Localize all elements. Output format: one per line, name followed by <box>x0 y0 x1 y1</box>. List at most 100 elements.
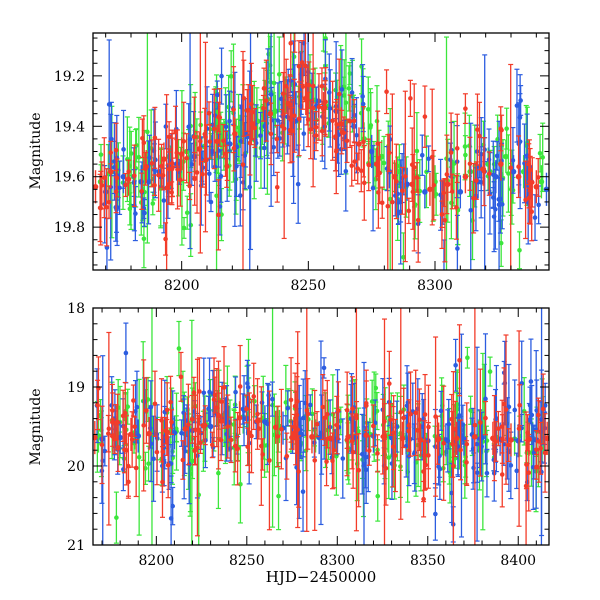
bottom-data-point <box>182 412 189 446</box>
bottom-scatter-point <box>141 359 147 492</box>
bottom-scatter-point <box>483 333 489 465</box>
top-scatter-point <box>344 118 350 164</box>
bottom-scatter-point <box>197 431 203 454</box>
bottom-scatter-point <box>151 415 157 502</box>
top-y-tick-label: 19.8 <box>54 220 85 236</box>
top-scatter-point <box>402 90 408 263</box>
bottom-scatter-point <box>168 375 174 429</box>
top-scatter-point <box>379 186 385 219</box>
bottom-scatter-point <box>457 324 463 397</box>
top-scatter-point <box>139 172 145 210</box>
top-scatter-point <box>274 124 280 154</box>
bottom-scatter-point <box>211 357 217 442</box>
bottom-scatter-point <box>464 440 470 485</box>
bottom-scatter-point <box>106 331 112 526</box>
top-scatter-point <box>426 145 432 173</box>
top-scatter-point <box>442 178 448 263</box>
top-data-point <box>267 97 274 131</box>
bottom-scatter-point <box>178 351 184 402</box>
bottom-scatter-point <box>112 424 118 454</box>
bottom-scatter-point <box>477 368 483 477</box>
top-scatter-point <box>521 123 527 204</box>
top-data-point <box>338 107 345 141</box>
bottom-x-tick-label: 8400 <box>500 553 536 569</box>
bottom-scatter-point <box>304 308 310 532</box>
top-scatter-point <box>152 174 158 197</box>
top-scatter-point <box>215 179 221 251</box>
bottom-x-tick-label: 8350 <box>410 553 446 569</box>
top-scatter-point <box>361 144 367 221</box>
bottom-scatter-point <box>438 390 444 431</box>
bottom-data-point <box>164 415 170 449</box>
bottom-scatter-point <box>121 426 127 474</box>
top-scatter-point <box>490 187 496 208</box>
bottom-scatter-point <box>185 383 191 466</box>
top-scatter-point <box>186 103 192 151</box>
top-scatter-point <box>194 131 200 214</box>
bottom-scatter-point <box>450 371 456 545</box>
top-data-point <box>320 92 327 126</box>
top-scatter-point <box>300 63 306 110</box>
top-data-points <box>93 33 549 270</box>
bottom-data-point <box>327 421 333 455</box>
bottom-scatter-point <box>180 440 186 480</box>
bottom-scatter-point <box>249 398 255 474</box>
bottom-scatter-point <box>354 400 360 436</box>
top-scatter-point <box>207 124 213 159</box>
top-scatter-point <box>498 219 504 267</box>
bottom-scatter-point <box>501 367 507 441</box>
top-scatter-point <box>223 130 229 177</box>
bottom-scatter-point <box>295 331 301 529</box>
bottom-x-axis-label: HJD−2450000 <box>266 568 377 586</box>
bottom-scatter-point <box>413 369 419 457</box>
top-scatter-point <box>407 79 413 118</box>
top-scatter-point <box>310 68 316 104</box>
top-scatter-point <box>281 33 287 240</box>
top-scatter-point <box>131 144 137 207</box>
top-scatter-point <box>184 195 190 230</box>
bottom-scatter-point <box>314 411 320 438</box>
bottom-scatter-point <box>484 448 490 498</box>
bottom-scatter-point <box>120 389 126 443</box>
top-scatter-point <box>132 186 138 242</box>
top-y-tick-label: 19.6 <box>54 170 85 186</box>
top-scatter-point <box>414 162 420 193</box>
bottom-scatter-point <box>446 398 452 450</box>
top-scatter-point <box>175 129 181 210</box>
bottom-data-point <box>417 423 424 457</box>
bottom-scatter-point <box>216 360 222 470</box>
bottom-scatter-point <box>251 362 257 431</box>
bottom-scatter-point <box>169 409 175 435</box>
top-scatter-point <box>448 112 454 193</box>
bottom-scatter-point <box>288 425 294 450</box>
top-scatter-point <box>422 85 428 148</box>
bottom-data-point <box>453 421 460 455</box>
top-data-point <box>143 150 149 184</box>
bottom-data-point <box>93 420 98 455</box>
bottom-data-point <box>381 420 388 454</box>
top-scatter-point <box>241 59 247 137</box>
top-scatter-point <box>360 64 366 129</box>
bottom-data-point <box>254 404 261 438</box>
bottom-data-point <box>435 422 442 456</box>
bottom-scatter-point <box>225 394 231 459</box>
top-data-point <box>107 155 114 189</box>
bottom-x-tick-label: 8300 <box>319 553 355 569</box>
top-scatter-point <box>385 134 391 270</box>
bottom-data-point <box>472 420 478 454</box>
top-scatter-point <box>113 122 119 178</box>
top-scatter-point <box>292 33 298 53</box>
bottom-scatter-point <box>392 418 398 493</box>
top-scatter-point <box>192 151 198 206</box>
bottom-scatter-point <box>441 385 447 501</box>
top-scatter-point <box>393 143 399 220</box>
bottom-scatter-point <box>192 435 198 466</box>
top-scatter-point <box>366 138 372 192</box>
top-data-point <box>161 142 167 176</box>
bottom-data-point <box>272 410 279 444</box>
bottom-scatter-point <box>233 376 239 408</box>
top-scatter-point <box>170 137 176 197</box>
bottom-data-point <box>207 409 214 444</box>
top-data-point <box>480 152 486 186</box>
bottom-scatter-point <box>487 356 493 387</box>
